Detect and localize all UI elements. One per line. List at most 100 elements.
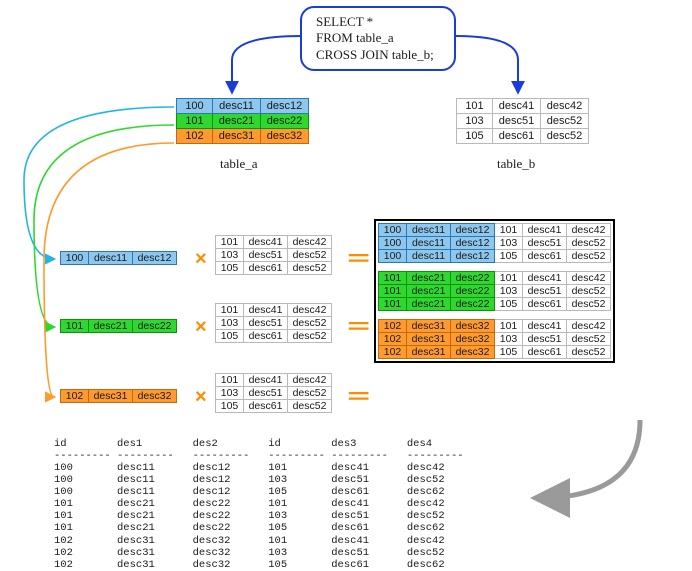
result-row: 101desc21desc22101desc41desc42	[379, 272, 611, 285]
cell: desc52	[567, 285, 611, 298]
cell: desc41	[523, 320, 567, 333]
cell: 102	[177, 129, 213, 144]
cell: desc31	[89, 390, 133, 403]
cell: desc22	[451, 298, 495, 311]
cell: desc31	[407, 320, 451, 333]
cell: desc41	[493, 99, 541, 114]
cell: desc41	[244, 304, 288, 317]
cell: desc12	[261, 99, 309, 114]
cell: desc21	[407, 272, 451, 285]
result-row: 101desc21desc22105desc61desc52	[379, 298, 611, 311]
cell: 103	[216, 317, 244, 330]
sql-query-box: SELECT * FROM table_a CROSS JOIN table_b…	[300, 6, 456, 71]
cell: 102	[61, 390, 89, 403]
table-row: 100desc11desc12	[177, 99, 309, 114]
table-a-caption: table_a	[220, 156, 258, 172]
cell: 105	[495, 298, 523, 311]
table-b-block: 101desc41desc42103desc51desc52105desc61d…	[215, 235, 332, 275]
cell: 100	[61, 252, 89, 265]
cell: 103	[495, 237, 523, 250]
cell: desc52	[567, 250, 611, 263]
cell: desc51	[493, 114, 541, 129]
cell: desc21	[213, 114, 261, 129]
cell: desc52	[567, 333, 611, 346]
cell: desc42	[288, 236, 332, 249]
cell: desc52	[288, 330, 332, 343]
cell: 101	[216, 374, 244, 387]
cell: desc32	[451, 320, 495, 333]
cell: desc41	[523, 272, 567, 285]
cell: desc42	[567, 320, 611, 333]
cell: desc42	[567, 272, 611, 285]
cell: desc32	[261, 129, 309, 144]
cell: desc52	[567, 237, 611, 250]
cell: desc52	[567, 346, 611, 359]
cell: 102	[379, 333, 407, 346]
table-row: 101desc41desc42	[216, 304, 332, 317]
table-b-caption: table_b	[497, 156, 535, 172]
cell: desc42	[567, 224, 611, 237]
cell: desc11	[407, 250, 451, 263]
cell: desc32	[451, 333, 495, 346]
cell: desc31	[407, 333, 451, 346]
cell: 105	[216, 400, 244, 413]
cell: 101	[177, 114, 213, 129]
cell: 101	[216, 236, 244, 249]
table-row: 102desc31desc32	[177, 129, 309, 144]
cell: 101	[379, 272, 407, 285]
cell: desc31	[213, 129, 261, 144]
cell: desc61	[244, 262, 288, 275]
cell: desc32	[451, 346, 495, 359]
times-operator: ×	[195, 387, 207, 407]
single-row: 100desc11desc12	[60, 251, 177, 265]
cell: desc52	[567, 298, 611, 311]
sql-line: CROSS JOIN table_b;	[316, 47, 440, 63]
cell: desc12	[451, 237, 495, 250]
table-row: 100desc11desc12	[61, 252, 177, 265]
cell: desc42	[288, 374, 332, 387]
cell: desc51	[244, 317, 288, 330]
table-b: 101desc41desc42103desc51desc52105desc61d…	[456, 98, 589, 144]
table-row: 105desc61desc52	[216, 330, 332, 343]
table-row: 101desc21desc22	[61, 320, 177, 333]
table-row: 105desc61desc52	[457, 129, 589, 144]
times-operator: ×	[195, 249, 207, 269]
query-output-text: id des1 des2 id des3 des4 --------- ----…	[54, 438, 464, 571]
equals-operator: ==	[348, 249, 367, 269]
cell: 105	[495, 250, 523, 263]
cell: desc42	[288, 304, 332, 317]
table-row: 103desc51desc52	[216, 387, 332, 400]
table-row: 102desc31desc32	[61, 390, 177, 403]
cell: desc51	[523, 237, 567, 250]
cell: 105	[216, 262, 244, 275]
cell: 102	[379, 320, 407, 333]
cell: desc52	[288, 387, 332, 400]
table-b-block: 101desc41desc42103desc51desc52105desc61d…	[215, 373, 332, 413]
cell: desc51	[523, 285, 567, 298]
cell: desc12	[451, 224, 495, 237]
cell: desc31	[407, 346, 451, 359]
table-row: 105desc61desc52	[216, 262, 332, 275]
cell: desc41	[523, 224, 567, 237]
result-row: 102desc31desc32101desc41desc42	[379, 320, 611, 333]
cell: desc22	[133, 320, 177, 333]
cell: desc22	[451, 272, 495, 285]
cell: desc61	[523, 298, 567, 311]
cell: desc11	[213, 99, 261, 114]
cell: 105	[495, 346, 523, 359]
result-row: 101desc21desc22103desc51desc52	[379, 285, 611, 298]
cell: 103	[216, 387, 244, 400]
cell: 103	[216, 249, 244, 262]
single-row: 102desc31desc32	[60, 389, 177, 403]
cell: 100	[379, 237, 407, 250]
table-row: 103desc51desc52	[457, 114, 589, 129]
table-row: 103desc51desc52	[216, 317, 332, 330]
cell: 101	[379, 285, 407, 298]
cell: 101	[495, 224, 523, 237]
sql-line: FROM table_a	[316, 30, 440, 46]
cell: desc51	[523, 333, 567, 346]
cell: desc52	[541, 129, 589, 144]
result-row: 102desc31desc32103desc51desc52	[379, 333, 611, 346]
cell: desc12	[451, 250, 495, 263]
cell: 103	[495, 333, 523, 346]
